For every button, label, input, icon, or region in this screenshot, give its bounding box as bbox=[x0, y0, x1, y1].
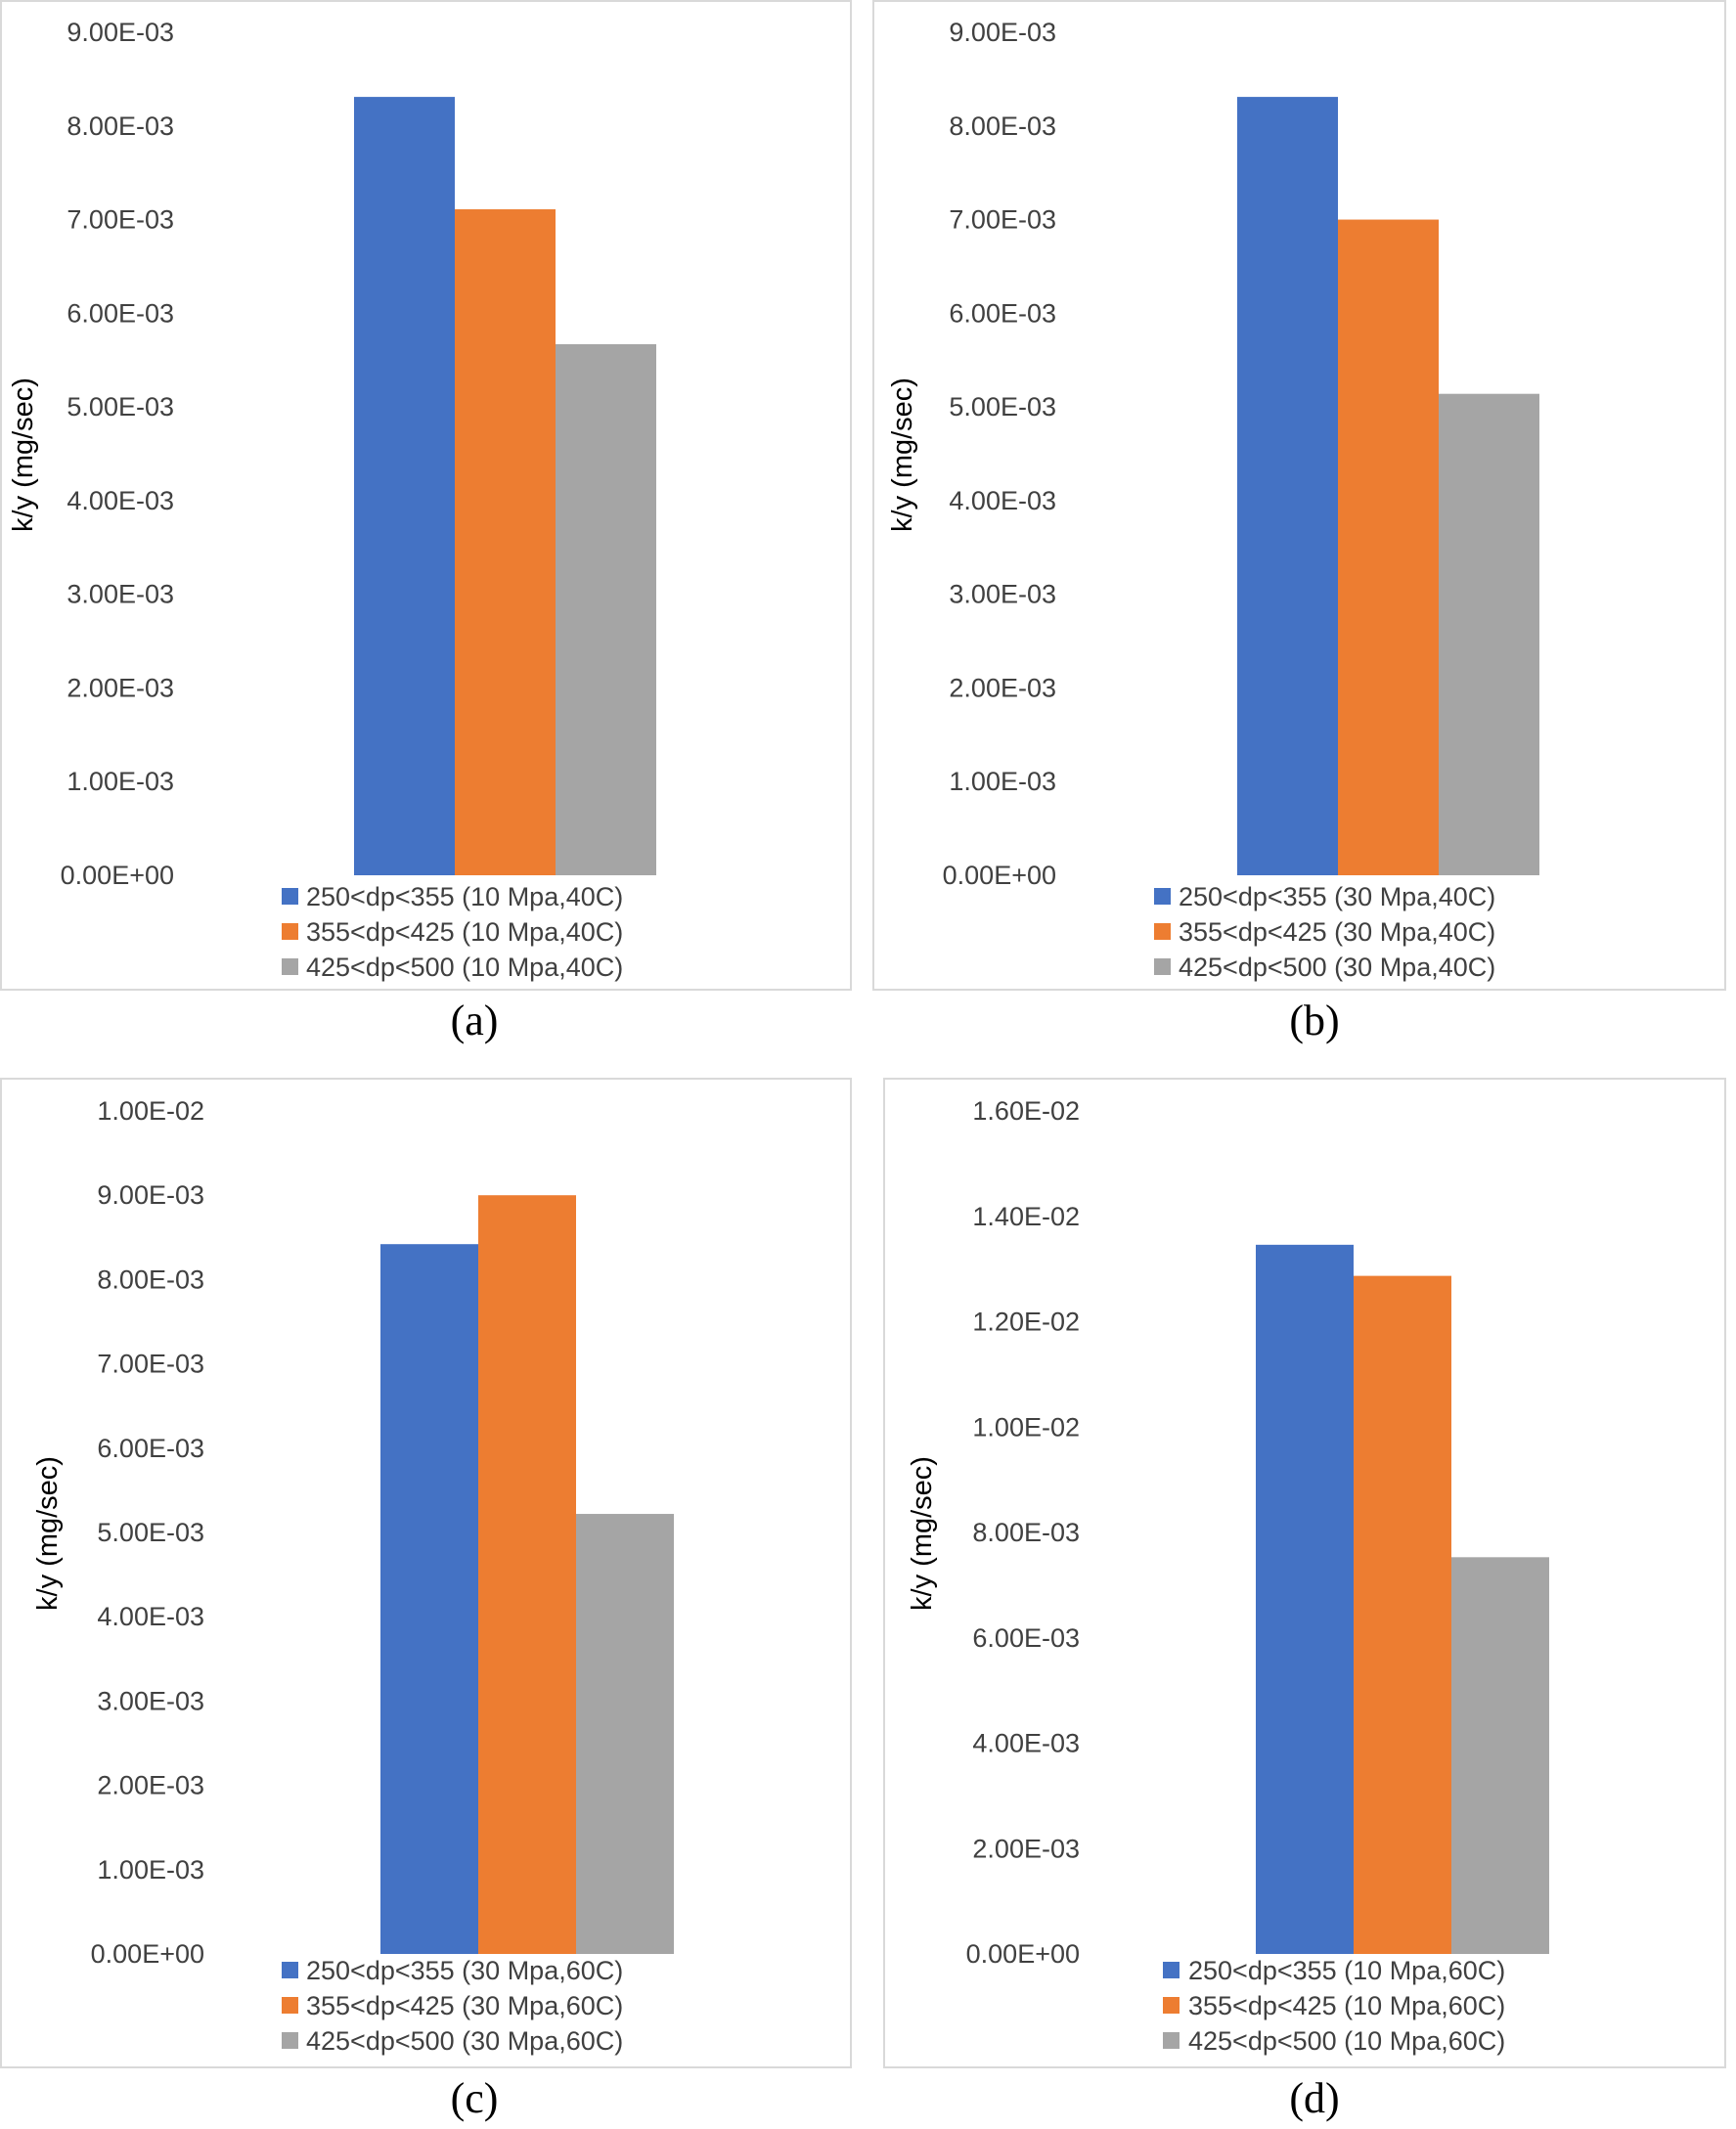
legend-label: 355<dp<425 (30 Mpa,60C) bbox=[306, 1991, 623, 2020]
y-tick-label: 3.00E-03 bbox=[97, 1686, 204, 1715]
legend-label: 425<dp<500 (10 Mpa,40C) bbox=[306, 953, 623, 982]
bar-series-2 bbox=[478, 1195, 576, 1954]
bar-chart-c: 0.00E+00 1.00E-03 2.00E-03 3.00E-03 4.00E-03… bbox=[32, 1096, 674, 2056]
y-axis-label: k/y (mg/sec) bbox=[887, 377, 918, 532]
legend-label: 355<dp<425 (30 Mpa,40C) bbox=[1179, 917, 1495, 947]
panel-caption-b: (b) bbox=[1289, 997, 1340, 1044]
y-tick-label: 1.20E-02 bbox=[972, 1308, 1080, 1337]
legend-label: 250<dp<355 (10 Mpa,40C) bbox=[306, 882, 623, 911]
legend-label: 355<dp<425 (10 Mpa,40C) bbox=[306, 917, 623, 947]
y-tick-label: 5.00E-03 bbox=[67, 392, 174, 421]
panel-caption-a: (a) bbox=[450, 997, 499, 1044]
y-tick-label: 8.00E-03 bbox=[97, 1264, 204, 1294]
legend-label: 425<dp<500 (10 Mpa,60C) bbox=[1188, 2026, 1505, 2056]
y-tick-label: 0.00E+00 bbox=[91, 1939, 204, 1969]
legend-label: 425<dp<500 (30 Mpa,40C) bbox=[1179, 953, 1495, 982]
y-tick-label: 9.00E-03 bbox=[97, 1180, 204, 1210]
y-tick-label: 8.00E-03 bbox=[949, 111, 1056, 141]
y-tick-label: 9.00E-03 bbox=[67, 18, 174, 47]
panel-caption-c: (c) bbox=[450, 2074, 499, 2122]
y-axis-label: k/y (mg/sec) bbox=[32, 1456, 64, 1611]
y-tick-label: 7.00E-03 bbox=[67, 205, 174, 235]
y-tick-label: 6.00E-03 bbox=[972, 1623, 1080, 1653]
y-tick-label: 1.40E-02 bbox=[972, 1202, 1080, 1231]
y-tick-label: 7.00E-03 bbox=[97, 1350, 204, 1379]
y-tick-label: 0.00E+00 bbox=[943, 861, 1056, 890]
bar-series-1 bbox=[380, 1244, 478, 1954]
y-tick-label: 8.00E-03 bbox=[972, 1518, 1080, 1547]
y-tick-label: 4.00E-03 bbox=[972, 1729, 1080, 1758]
legend-swatch bbox=[1154, 958, 1171, 975]
legend-label: 250<dp<355 (10 Mpa,60C) bbox=[1188, 1956, 1505, 1985]
y-tick-label: 0.00E+00 bbox=[61, 861, 174, 890]
y-tick-label: 1.00E-03 bbox=[67, 767, 174, 796]
bar-series-2 bbox=[455, 209, 556, 875]
panel-caption-d: (d) bbox=[1289, 2074, 1340, 2122]
legend-swatch bbox=[1163, 2032, 1180, 2049]
bar-series-2 bbox=[1338, 219, 1439, 876]
y-tick-label: 4.00E-03 bbox=[67, 486, 174, 515]
y-tick-label: 2.00E-03 bbox=[97, 1771, 204, 1800]
y-tick-label: 2.00E-03 bbox=[67, 673, 174, 702]
y-tick-label: 3.00E-03 bbox=[67, 580, 174, 609]
legend-label: 355<dp<425 (10 Mpa,60C) bbox=[1188, 1991, 1505, 2020]
y-axis-label: k/y (mg/sec) bbox=[907, 1456, 938, 1611]
legend-swatch bbox=[282, 1997, 298, 2014]
bar-series-3 bbox=[1439, 393, 1539, 875]
bar-series-3 bbox=[1451, 1557, 1549, 1954]
y-tick-label: 7.00E-03 bbox=[949, 205, 1056, 235]
y-tick-label: 1.00E-03 bbox=[949, 767, 1056, 796]
y-tick-label: 6.00E-03 bbox=[97, 1434, 204, 1463]
y-tick-label: 0.00E+00 bbox=[966, 1939, 1080, 1969]
bar-chart-d: 0.00E+00 2.00E-03 4.00E-03 6.00E-03 8.00E-03… bbox=[907, 1096, 1549, 2056]
y-axis-label: k/y (mg/sec) bbox=[8, 377, 39, 532]
y-tick-label: 4.00E-03 bbox=[949, 486, 1056, 515]
y-tick-label: 6.00E-03 bbox=[949, 298, 1056, 328]
y-tick-label: 1.00E-03 bbox=[97, 1855, 204, 1885]
legend-swatch bbox=[1154, 888, 1171, 905]
legend-swatch bbox=[1154, 923, 1171, 940]
bar-series-1 bbox=[354, 97, 455, 875]
legend-swatch bbox=[282, 1962, 298, 1978]
y-tick-label: 6.00E-03 bbox=[67, 298, 174, 328]
y-tick-label: 1.00E-02 bbox=[97, 1096, 204, 1126]
y-tick-label: 1.60E-02 bbox=[972, 1096, 1080, 1126]
y-tick-label: 3.00E-03 bbox=[949, 580, 1056, 609]
y-tick-label: 2.00E-03 bbox=[972, 1834, 1080, 1863]
legend-label: 250<dp<355 (30 Mpa,60C) bbox=[306, 1956, 623, 1985]
y-tick-label: 1.00E-02 bbox=[972, 1412, 1080, 1442]
bar-series-3 bbox=[556, 343, 656, 875]
bar-series-3 bbox=[576, 1514, 674, 1954]
bar-series-2 bbox=[1354, 1275, 1451, 1954]
legend-swatch bbox=[1163, 1997, 1180, 2014]
bar-chart-a: 0.00E+00 1.00E-03 2.00E-03 3.00E-03 4.00E-03… bbox=[8, 18, 656, 982]
legend-swatch bbox=[282, 923, 298, 940]
legend-swatch bbox=[282, 888, 298, 905]
y-tick-label: 5.00E-03 bbox=[949, 392, 1056, 421]
legend-label: 250<dp<355 (30 Mpa,40C) bbox=[1179, 882, 1495, 911]
legend-swatch bbox=[282, 958, 298, 975]
bar-series-1 bbox=[1237, 97, 1338, 875]
y-tick-label: 9.00E-03 bbox=[949, 18, 1056, 47]
y-tick-label: 2.00E-03 bbox=[949, 673, 1056, 702]
y-tick-label: 8.00E-03 bbox=[67, 111, 174, 141]
bar-chart-b: 0.00E+00 1.00E-03 2.00E-03 3.00E-03 4.00E-03… bbox=[887, 18, 1539, 982]
bar-series-1 bbox=[1256, 1244, 1354, 1954]
legend-swatch bbox=[1163, 1962, 1180, 1978]
y-tick-label: 5.00E-03 bbox=[97, 1518, 204, 1547]
legend-label: 425<dp<500 (30 Mpa,60C) bbox=[306, 2026, 623, 2056]
legend-swatch bbox=[282, 2032, 298, 2049]
y-tick-label: 4.00E-03 bbox=[97, 1602, 204, 1631]
